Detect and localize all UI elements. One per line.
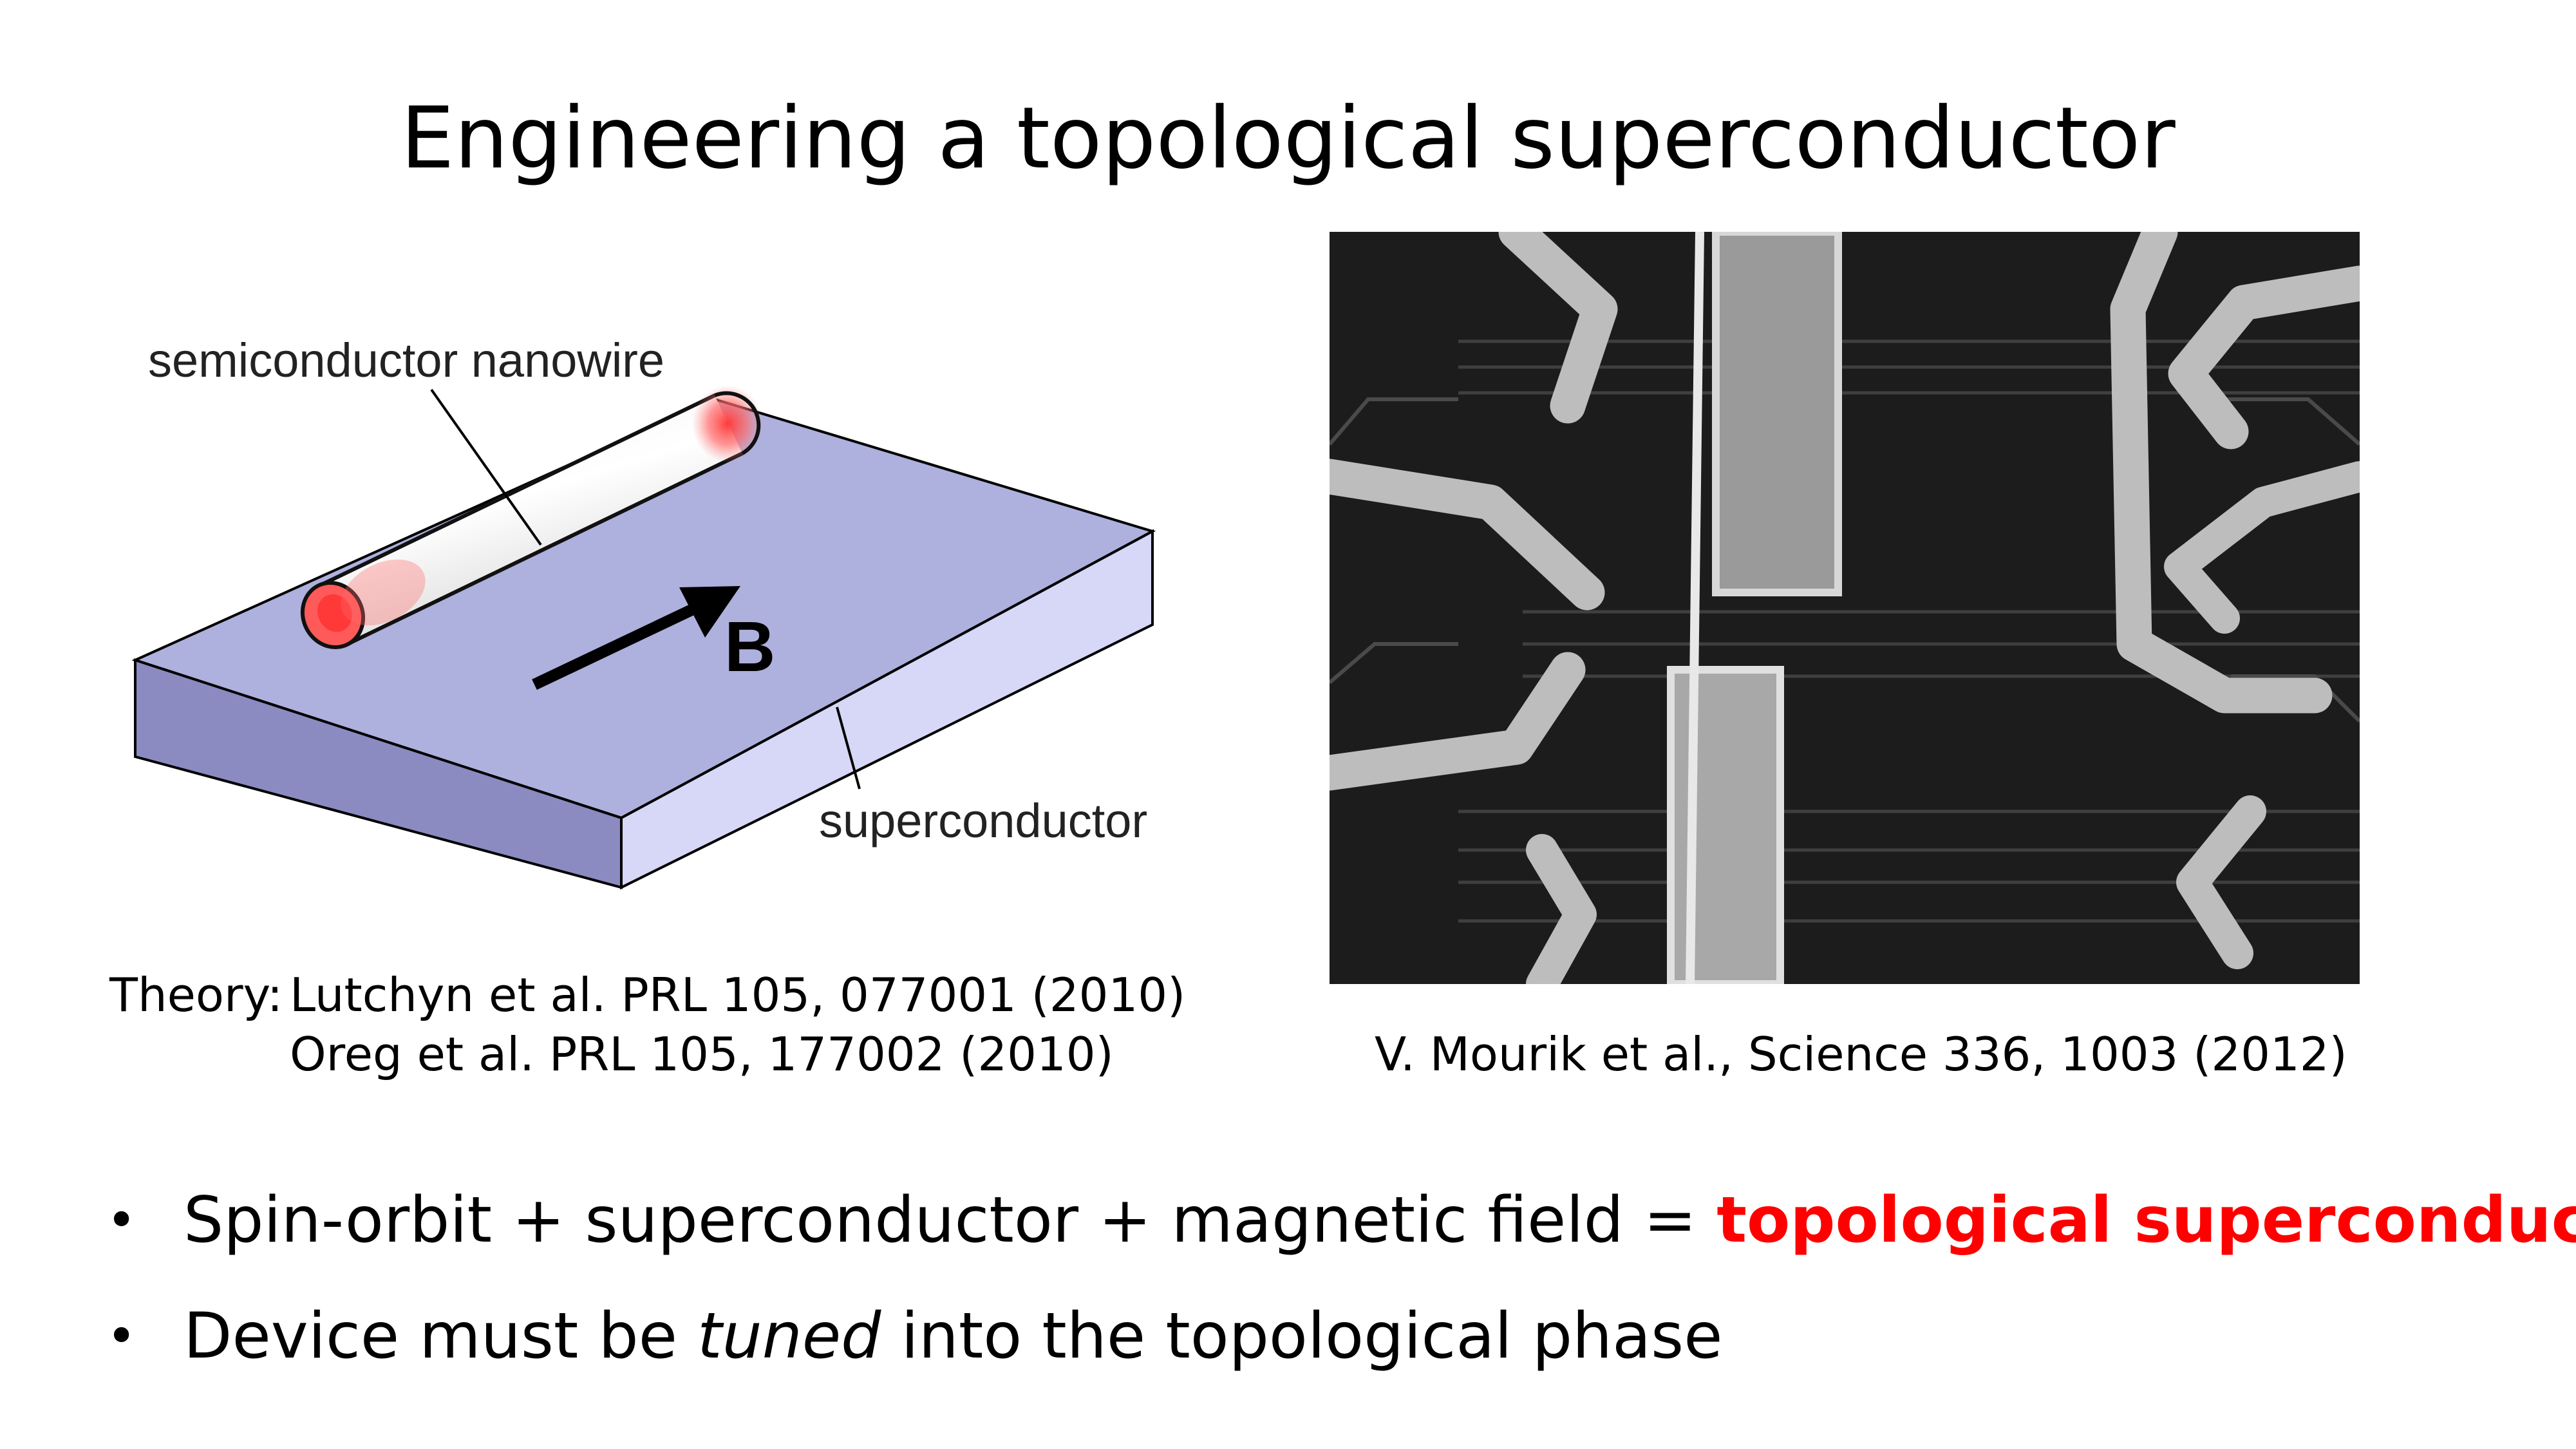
- bullet-text: Device must be: [183, 1300, 698, 1373]
- superconductor-label: superconductor: [819, 794, 1147, 848]
- theory-reference-2: Oreg et al. PRL 105, 177002 (2010): [290, 1027, 1114, 1081]
- experiment-reference: V. Mourik et al., Science 336, 1003 (201…: [1375, 1027, 2347, 1081]
- magnetic-field-arrow: [532, 586, 740, 690]
- device-micrograph: [1330, 232, 2360, 984]
- nanowire: [300, 385, 763, 650]
- nanowire-label: semiconductor nanowire: [148, 334, 664, 387]
- theory-reference-1: Lutchyn et al. PRL 105, 077001 (2010): [290, 968, 1186, 1022]
- bullet-highlight: topological superconductor: [1716, 1184, 2576, 1257]
- bullet-item: • Device must be tuned into the topologi…: [103, 1294, 2550, 1378]
- bullet-list: • Spin-orbit + superconductor + magnetic…: [103, 1179, 2576, 1410]
- bullet-dot: •: [106, 1190, 137, 1250]
- superconductor-slab-side: [620, 529, 1154, 890]
- field-label: B: [724, 607, 775, 687]
- majorana-end-right: [692, 385, 763, 462]
- bullet-text-after: into the topological phase: [881, 1300, 1723, 1373]
- bullet-dot: •: [106, 1306, 137, 1366]
- bullet-text: Spin-orbit + superconductor + magnetic f…: [183, 1184, 1717, 1257]
- bullet-emphasis: tuned: [697, 1300, 881, 1373]
- bullet-item: • Spin-orbit + superconductor + magnetic…: [103, 1179, 2576, 1262]
- theory-prefix: Theory:: [109, 968, 283, 1022]
- nanowire-schematic: B semiconductor nanowire superconductor: [97, 309, 1204, 914]
- slide-title: Engineering a topological superconductor: [400, 89, 2176, 188]
